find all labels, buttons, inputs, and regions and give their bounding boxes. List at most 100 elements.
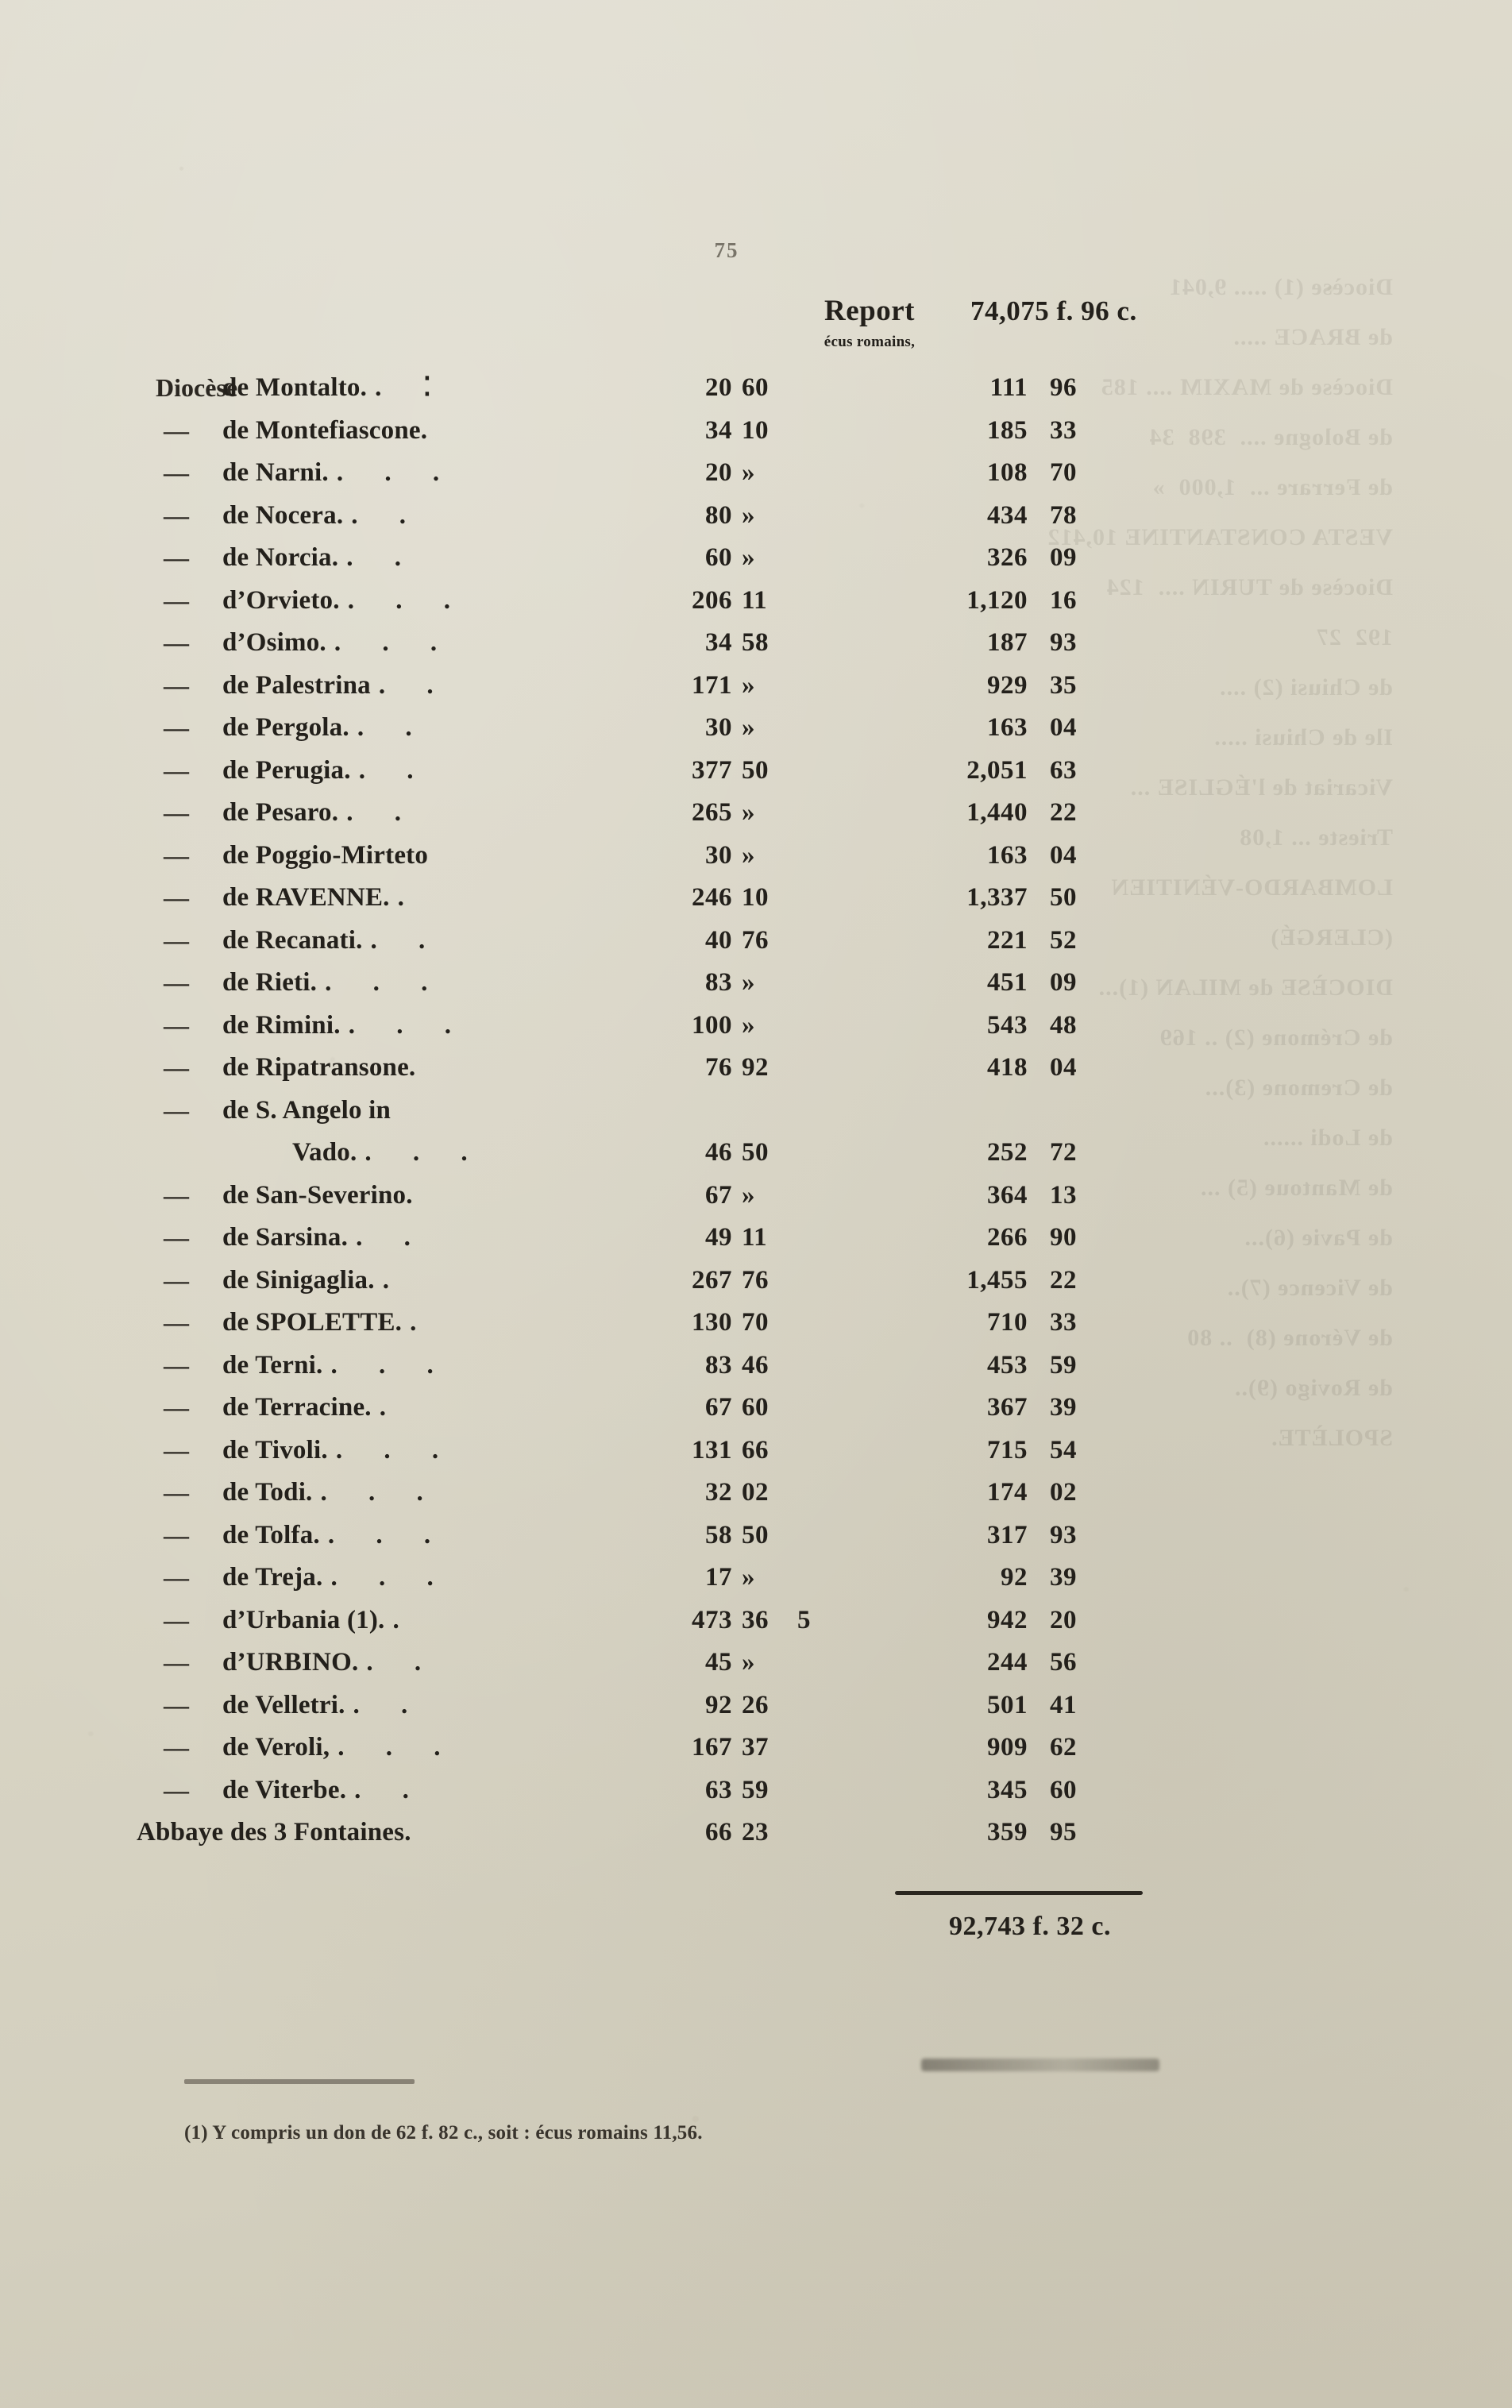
ecus-cents: 10 [742,883,769,912]
row-dash-mark: — [164,798,189,827]
table-row: — de San-Severino. 67 » 364 13 [137,1175,1161,1218]
dot-leaders: . . . [347,585,468,615]
row-dash-mark: — [164,628,189,657]
ecus-cents: 60 [742,1393,769,1422]
ecus-cents: 46 [742,1350,769,1380]
francs-cents: 39 [1050,1563,1077,1592]
ecus-cents: » [742,1648,755,1677]
row-dash-mark: — [164,883,189,912]
diocese-name: de Sinigaglia.. [222,1260,635,1301]
ecus-cents: 36 [742,1605,769,1634]
diocese-name: de Todi.. . . [222,1472,635,1513]
table-row: — de Sinigaglia.. 267 76 1,455 22 [137,1260,1161,1302]
diocese-name: d’Urbania (1).. [222,1600,635,1641]
dot-leaders: . . [357,713,430,742]
table-row: — de Rieti.. . . 83 » 451 09 [137,962,1161,1005]
ecus-cents: » [742,1563,755,1592]
ecus-cents: » [742,713,755,742]
table-row: — de Tivoli.. . . 131 66 715 54 [137,1430,1161,1472]
table-row: — de Montefiascone. 34 10 185 33 [137,410,1161,453]
table-row: — de Poggio-Mirteto 30 » 163 04 [137,835,1161,878]
ecus-unit-label: écus romains, [824,334,916,350]
table-row: — de Veroli, . . . 167 37 909 62 [137,1727,1161,1769]
diocese-name: de Ripatransone. [222,1047,635,1088]
ecus-integer: 20 [705,373,732,402]
diocese-label: de Pesaro. [222,798,339,827]
dot-leaders: . . . [330,1563,451,1592]
diocese-name: de Pergola. . . [222,707,635,748]
diocese-label: de Recanati. [222,925,363,955]
dot-leaders: . [379,1393,403,1422]
diocese-name: de Tivoli.. . . [222,1430,635,1471]
francs-integer: 451 [987,968,1028,997]
francs-integer: 715 [987,1435,1028,1464]
diocese-name: de Palestrina. . [222,665,635,706]
grand-total-value: 92,743 f. 32 c. [949,1911,1111,1941]
francs-cents: 22 [1050,798,1077,827]
francs-cents: 16 [1050,585,1077,615]
diocese-name: de S. Angelo in [222,1090,635,1131]
row-dash-mark: — [164,1180,189,1210]
row-dash-mark: — [164,1775,189,1804]
row-dash-mark: — [164,670,189,700]
diocese-name: de Rieti.. . . [222,962,635,1003]
diocese-label: des 3 Fontaines. [230,1818,411,1847]
francs-integer: 359 [987,1818,1028,1847]
ecus-cents: 11 [742,1223,768,1252]
diocese-name: de Treja.. . . [222,1557,635,1598]
ecus-cents: » [742,670,755,700]
row-dash-mark: — [164,1265,189,1295]
ecus-integer: 66 [705,1818,732,1847]
report-carried-total: 74,075 f. 96 c. [970,295,1137,326]
diocese-name: de Veroli, . . . [222,1727,635,1768]
diocese-name: de Terracine.. [222,1387,635,1428]
francs-integer: 174 [987,1478,1028,1507]
francs-cents: 39 [1050,1393,1077,1422]
ecus-cents: 50 [742,1520,769,1549]
dot-leaders: . . . [320,1478,441,1507]
row-dash-mark: Diocèse [156,373,238,402]
dot-leaders: . [397,883,422,912]
diocese-label: de Narni. [222,458,329,487]
row-dash-mark: — [164,458,189,487]
row-dash-mark: — [164,1308,189,1337]
diocese-label: de Treja. [222,1563,323,1592]
row-dash-mark: — [164,1648,189,1677]
ecus-integer: 34 [705,415,732,445]
ecus-cents: 02 [742,1478,769,1507]
table-row: — de Ripatransone. 76 92 418 04 [137,1047,1161,1090]
dot-leaders: . . [370,925,443,955]
francs-cents: 04 [1050,840,1077,870]
ecus-cents: 50 [742,755,769,785]
francs-integer: 185 [987,415,1028,445]
diocese-label: de Perugia. [222,755,351,785]
francs-integer: 501 [987,1690,1028,1719]
row-dash-mark: — [164,1733,189,1762]
ecus-cents: » [742,968,755,997]
ecus-cents: 70 [742,1308,769,1337]
ecus-cents: 58 [742,628,769,657]
francs-cents: 04 [1050,1053,1077,1082]
diocese-name: de SPOLETTE.. [222,1302,635,1343]
francs-integer: 266 [987,1223,1028,1252]
diocese-label: de Rimini. [222,1010,341,1040]
diocese-label: de Tivoli. [222,1435,328,1464]
dot-leaders: . . . [334,628,455,657]
francs-integer: 111 [989,373,1028,402]
dot-leaders: . . [378,670,451,700]
contributions-table: Report 74,075 f. 96 c. écus romains, Dio… [137,294,1161,1974]
ecus-integer: 83 [705,1350,732,1380]
diocese-label: de Poggio-Mirteto [222,840,429,870]
table-row: — de SPOLETTE.. 130 70 710 33 [137,1302,1161,1345]
table-row: Vado.. . . 46 50 252 72 [137,1132,1161,1175]
ecus-integer: 167 [692,1733,732,1762]
francs-cents: 93 [1050,628,1077,657]
dot-leaders: . . [351,500,424,530]
dot-leaders: . . [356,1223,428,1252]
francs-cents: 13 [1050,1180,1077,1210]
ecus-integer: 83 [705,968,732,997]
row-dash-mark: — [164,585,189,615]
table-row: — de Norcia.. . 60 » 326 09 [137,537,1161,580]
ecus-integer: 67 [705,1180,732,1210]
francs-integer: 364 [987,1180,1028,1210]
